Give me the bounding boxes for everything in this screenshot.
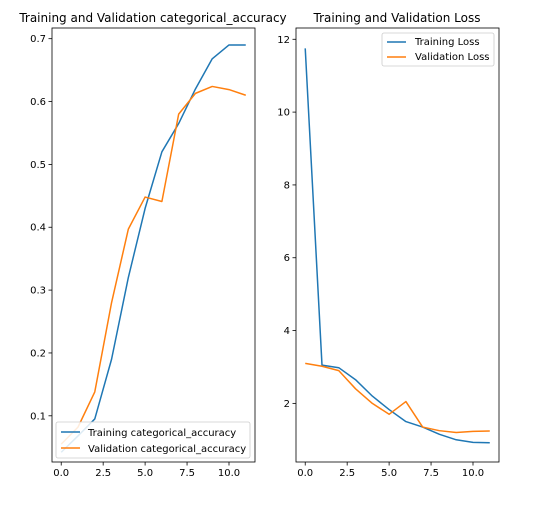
legend-label-training-loss: Training Loss [414, 37, 480, 48]
loss-x-tick-label: 0.0 [297, 468, 313, 479]
loss-y-tick-label: 4 [284, 326, 290, 337]
loss-y-tick-label: 8 [284, 180, 290, 191]
legend-label-validation-loss: Validation Loss [415, 52, 490, 63]
accuracy-x-tick-label: 10.0 [218, 468, 240, 479]
loss-x-tick-label: 5.0 [381, 468, 397, 479]
accuracy-series-line-training [60, 44, 246, 453]
loss-y-tick-label: 2 [284, 399, 290, 410]
loss-axes-frame [295, 27, 500, 463]
accuracy-y-tick-label: 0.3 [30, 286, 46, 297]
accuracy-y-tick-label: 0.7 [30, 34, 46, 45]
accuracy-x-tick-label: 0.0 [53, 468, 69, 479]
accuracy-series-line-validation [60, 85, 247, 445]
accuracy-axes-frame [51, 27, 256, 463]
accuracy-x-tick-label: 2.5 [95, 468, 111, 479]
accuracy-series-lines [60, 44, 247, 453]
loss-chart-title: Training and Validation Loss [313, 11, 481, 25]
loss-x-tick-label: 10.0 [462, 468, 484, 479]
loss-series-lines [304, 48, 490, 444]
accuracy-x-axis: 0.0 2.5 5.0 7.5 10.0 [53, 462, 240, 479]
accuracy-y-tick-label: 0.5 [30, 160, 46, 171]
loss-y-tick-label: 6 [284, 253, 290, 264]
loss-x-axis: 0.0 2.5 5.0 7.5 10.0 [297, 462, 484, 479]
accuracy-chart-title: Training and Validation categorical_accu… [18, 11, 286, 25]
accuracy-y-tick-label: 0.4 [30, 223, 46, 234]
accuracy-x-tick-label: 7.5 [179, 468, 195, 479]
accuracy-legend: Training categorical_accuracy Validation… [55, 421, 251, 459]
accuracy-y-axis: 0.1 0.2 0.3 0.4 0.5 0.6 0.7 [30, 34, 52, 422]
loss-y-tick-label: 12 [277, 35, 290, 46]
loss-x-tick-label: 7.5 [423, 468, 439, 479]
loss-series-line-validation [305, 362, 490, 434]
legend-label-training-accuracy: Training categorical_accuracy [87, 428, 236, 439]
loss-legend-box [381, 32, 495, 67]
accuracy-legend-box [55, 421, 251, 459]
accuracy-x-tick-label: 5.0 [137, 468, 153, 479]
legend-label-validation-accuracy: Validation categorical_accuracy [88, 444, 246, 455]
loss-y-axis: 2 4 6 8 10 12 [277, 35, 296, 410]
loss-y-tick-label: 10 [277, 108, 290, 119]
loss-series-line-training [304, 48, 490, 444]
accuracy-y-tick-label: 0.2 [30, 348, 46, 359]
loss-legend: Training Loss Validation Loss [381, 32, 495, 67]
accuracy-y-tick-label: 0.6 [30, 97, 46, 108]
loss-x-tick-label: 2.5 [339, 468, 355, 479]
accuracy-subplot: Training and Validation categorical_accu… [18, 11, 286, 479]
loss-subplot: Training and Validation Loss 0.0 2.5 5.0 7.… [277, 11, 500, 479]
accuracy-y-tick-label: 0.1 [30, 411, 46, 422]
